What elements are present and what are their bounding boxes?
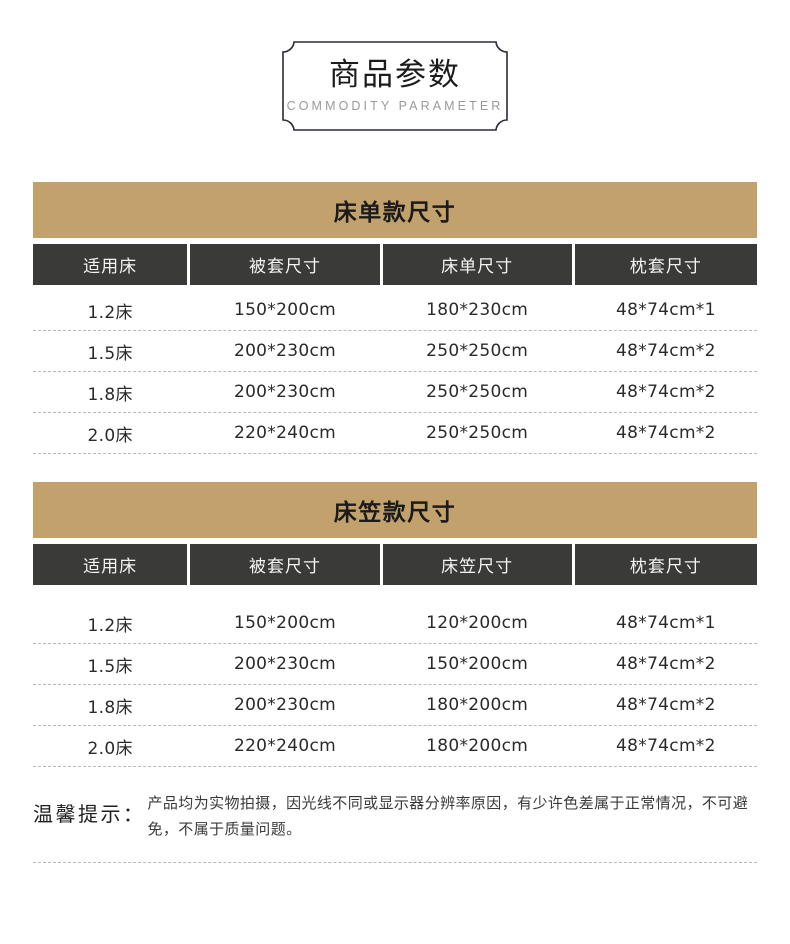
table-row: 1.2床 150*200cm 120*200cm 48*74cm*1 xyxy=(33,603,757,644)
footer-divider xyxy=(33,862,757,863)
cell-pillowcase: 48*74cm*2 xyxy=(616,654,716,674)
warm-tips-label: 温馨提示： xyxy=(33,802,146,826)
cell-bed-size: 1.5床 xyxy=(87,656,133,677)
column-header-bed-size: 适用床 xyxy=(33,244,188,285)
column-header-duvet-cover: 被套尺寸 xyxy=(190,544,380,585)
cell-duvet-cover: 200*230cm xyxy=(233,341,336,361)
spec-table-fitted-sheet: 床笠款尺寸 适用床 被套尺寸 床笠尺寸 枕套尺寸 1.2床 150*200cm … xyxy=(33,482,757,767)
cell-sheet: 250*250cm xyxy=(426,423,529,443)
table-row: 1.8床 200*230cm 180*200cm 48*74cm*2 xyxy=(33,685,757,726)
cell-bed-size: 1.8床 xyxy=(87,697,133,718)
page-title-en: COMMODITY PARAMETER xyxy=(286,98,504,113)
table-row: 1.5床 200*230cm 250*250cm 48*74cm*2 xyxy=(33,331,757,372)
table-band-title: 床单款尺寸 xyxy=(333,200,457,226)
cell-fitted-sheet: 180*200cm xyxy=(426,736,529,756)
cell-sheet: 250*250cm xyxy=(426,382,529,402)
cell-duvet-cover: 150*200cm xyxy=(233,300,336,320)
cell-duvet-cover: 200*230cm xyxy=(233,695,336,715)
table-row: 2.0床 220*240cm 250*250cm 48*74cm*2 xyxy=(33,413,757,454)
table-body: 1.2床 150*200cm 180*230cm 48*74cm*1 1.5床 … xyxy=(33,290,757,454)
cell-duvet-cover: 220*240cm xyxy=(233,736,336,756)
table-band-title: 床笠款尺寸 xyxy=(333,500,457,526)
table-band: 床笠款尺寸 xyxy=(33,482,757,538)
table-band: 床单款尺寸 xyxy=(33,182,757,238)
cell-pillowcase: 48*74cm*2 xyxy=(616,736,716,756)
column-header-pillowcase: 枕套尺寸 xyxy=(574,544,757,585)
cell-bed-size: 2.0床 xyxy=(87,425,133,446)
table-body: 1.2床 150*200cm 120*200cm 48*74cm*1 1.5床 … xyxy=(33,603,757,767)
column-header-fitted-sheet: 床笠尺寸 xyxy=(382,544,572,585)
page-title-area: 商品参数 COMMODITY PARAMETER xyxy=(0,0,790,132)
column-header-pillowcase: 枕套尺寸 xyxy=(574,244,757,285)
cell-duvet-cover: 200*230cm xyxy=(233,382,336,402)
table-header-row: 适用床 被套尺寸 床笠尺寸 枕套尺寸 xyxy=(33,544,757,585)
title-plaque: 商品参数 COMMODITY PARAMETER xyxy=(281,40,509,132)
cell-pillowcase: 48*74cm*2 xyxy=(616,423,716,443)
cell-bed-size: 2.0床 xyxy=(87,738,133,759)
cell-pillowcase: 48*74cm*2 xyxy=(616,341,716,361)
column-header-duvet-cover: 被套尺寸 xyxy=(190,244,380,285)
warm-tips-text: 产品均为实物拍摄，因光线不同或显示器分辨率原因，有少许色差属于正常情况，不可避免… xyxy=(147,794,749,839)
warm-tips-note: 温馨提示： 产品均为实物拍摄，因光线不同或显示器分辨率原因，有少许色差属于正常情… xyxy=(33,790,757,843)
table-header-row: 适用床 被套尺寸 床单尺寸 枕套尺寸 xyxy=(33,244,757,285)
column-header-sheet: 床单尺寸 xyxy=(382,244,572,285)
cell-fitted-sheet: 180*200cm xyxy=(426,695,529,715)
table-row: 2.0床 220*240cm 180*200cm 48*74cm*2 xyxy=(33,726,757,767)
cell-duvet-cover: 200*230cm xyxy=(233,654,336,674)
cell-sheet: 180*230cm xyxy=(426,300,529,320)
table-row: 1.8床 200*230cm 250*250cm 48*74cm*2 xyxy=(33,372,757,413)
column-header-bed-size: 适用床 xyxy=(33,544,188,585)
cell-duvet-cover: 150*200cm xyxy=(233,613,336,633)
cell-bed-size: 1.2床 xyxy=(87,302,133,323)
page-title-cn: 商品参数 xyxy=(329,56,461,93)
cell-fitted-sheet: 120*200cm xyxy=(426,613,529,633)
cell-fitted-sheet: 150*200cm xyxy=(426,654,529,674)
cell-pillowcase: 48*74cm*2 xyxy=(616,695,716,715)
table-row: 1.2床 150*200cm 180*230cm 48*74cm*1 xyxy=(33,290,757,331)
cell-pillowcase: 48*74cm*2 xyxy=(616,382,716,402)
cell-pillowcase: 48*74cm*1 xyxy=(616,613,716,633)
cell-bed-size: 1.2床 xyxy=(87,615,133,636)
cell-bed-size: 1.8床 xyxy=(87,384,133,405)
cell-sheet: 250*250cm xyxy=(426,341,529,361)
table-row: 1.5床 200*230cm 150*200cm 48*74cm*2 xyxy=(33,644,757,685)
cell-pillowcase: 48*74cm*1 xyxy=(616,300,716,320)
cell-bed-size: 1.5床 xyxy=(87,343,133,364)
cell-duvet-cover: 220*240cm xyxy=(233,423,336,443)
spec-table-bedsheet: 床单款尺寸 适用床 被套尺寸 床单尺寸 枕套尺寸 1.2床 150*200cm … xyxy=(33,182,757,454)
